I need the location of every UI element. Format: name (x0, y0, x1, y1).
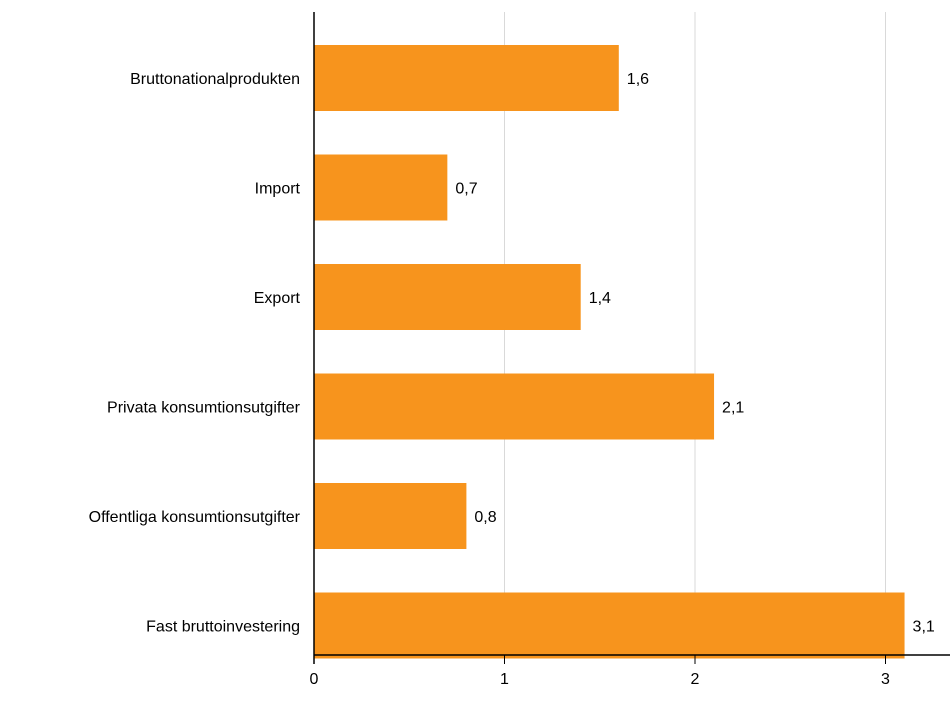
value-label: 0,8 (474, 509, 496, 526)
value-label: 1,4 (589, 290, 611, 307)
x-tick-label: 3 (881, 671, 890, 688)
gridlines (504, 12, 886, 655)
category-label: Offentliga konsumtionsutgifter (89, 509, 301, 526)
x-tick-label: 0 (310, 671, 319, 688)
bar (314, 45, 619, 111)
bar (314, 264, 581, 330)
labels: 0 1 2 3 Bruttonationalprodukten 1,6 Import 0,7 E… (89, 71, 935, 688)
value-label: 1,6 (627, 71, 649, 88)
bar (314, 154, 448, 221)
bar (314, 483, 467, 549)
x-tick-label: 2 (691, 671, 700, 688)
value-label: 0,7 (455, 181, 477, 198)
bar (314, 373, 715, 440)
value-label: 3,1 (913, 619, 935, 636)
axes (313, 12, 950, 664)
category-label: Export (254, 290, 301, 307)
category-label: Bruttonationalprodukten (130, 71, 300, 88)
category-label: Privata konsumtionsutgifter (107, 400, 301, 417)
value-label: 2,1 (722, 400, 744, 417)
bar (314, 592, 905, 659)
bars (314, 45, 905, 659)
x-tick-label: 1 (500, 671, 509, 688)
category-label: Import (255, 181, 301, 198)
category-label: Fast bruttoinvestering (146, 619, 300, 636)
